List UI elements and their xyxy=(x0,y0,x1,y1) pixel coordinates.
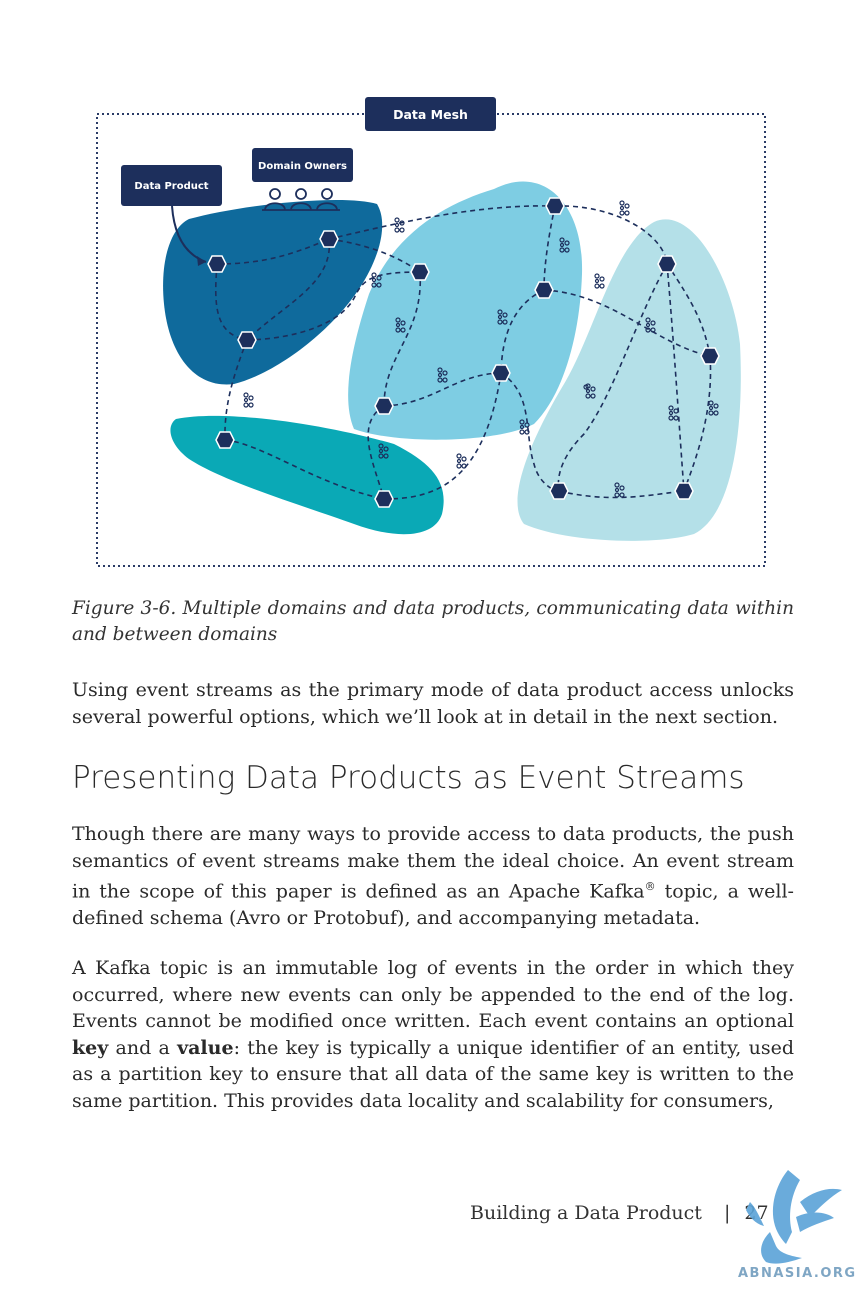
kafka-icon xyxy=(614,482,625,498)
node-10 xyxy=(374,397,394,415)
registered-mark: ® xyxy=(644,880,656,893)
kafka-icon xyxy=(378,443,389,459)
node-14 xyxy=(674,482,694,500)
node-6 xyxy=(534,281,554,299)
node-11 xyxy=(215,431,235,449)
node-13 xyxy=(549,482,569,500)
paragraph-intro: Using event streams as the primary mode … xyxy=(72,679,794,728)
kafka-icon xyxy=(243,392,254,408)
paragraph-event-stream-part2: topic, a well-defined schema (Avro or Pr… xyxy=(72,880,794,929)
node-2 xyxy=(319,230,339,248)
data-mesh-label-text: Data Mesh xyxy=(393,107,468,122)
domain-owners-label: Domain Owners xyxy=(252,148,353,182)
data-product-label: Data Product xyxy=(121,165,222,206)
kafka-icon xyxy=(583,384,589,390)
node-7 xyxy=(657,255,677,273)
footer-separator: | xyxy=(723,1202,731,1224)
term-key: key xyxy=(72,1036,109,1059)
footer-section-title: Building a Data Product xyxy=(470,1202,702,1224)
kafka-icon xyxy=(371,272,382,288)
paragraph-event-stream-part1: Though there are many ways to provide ac… xyxy=(72,823,794,903)
paragraph-kafka-topic: A Kafka topic is an immutable log of eve… xyxy=(72,955,794,1114)
griffin-logo xyxy=(746,1170,842,1264)
domain-owners-icon xyxy=(262,188,340,211)
node-1 xyxy=(207,255,227,273)
kafka-icon xyxy=(497,309,508,325)
paragraph-kafka-part1: A Kafka topic is an immutable log of eve… xyxy=(72,957,794,1032)
kafka-icon xyxy=(456,453,467,469)
node-5 xyxy=(545,197,565,215)
kafka-icon xyxy=(619,200,630,216)
pointer-arrowhead xyxy=(197,256,206,266)
node-4 xyxy=(410,263,430,281)
node-12 xyxy=(374,490,394,508)
domain-blob-teal xyxy=(170,415,444,535)
kafka-icon xyxy=(437,367,448,383)
domain-blob-light xyxy=(517,219,741,541)
kafka-icons xyxy=(243,200,719,498)
domain-owners-label-text: Domain Owners xyxy=(258,161,347,172)
paragraph-event-stream: Though there are many ways to provide ac… xyxy=(72,821,794,931)
kafka-icon xyxy=(708,400,719,416)
kafka-icon xyxy=(519,419,530,435)
watermark: ABNASIA.ORG xyxy=(738,1266,857,1281)
paragraph-kafka-part3: : the key is typically a unique identifi… xyxy=(72,1036,794,1112)
domain-blob-mid xyxy=(348,181,583,440)
kafka-icon xyxy=(395,317,406,333)
kafka-icon xyxy=(559,237,570,253)
kafka-icon xyxy=(394,217,405,233)
section-heading: Presenting Data Products as Event Stream… xyxy=(72,760,745,796)
kafka-icon xyxy=(645,317,656,333)
data-product-nodes xyxy=(207,197,720,508)
figure-caption: Figure 3-6. Multiple domains and data pr… xyxy=(72,598,794,645)
data-mesh-label: Data Mesh xyxy=(365,97,496,131)
node-8 xyxy=(700,347,720,365)
data-mesh-figure: Data Mesh xyxy=(94,94,768,570)
node-3 xyxy=(237,331,257,349)
term-value: value xyxy=(177,1036,234,1059)
paragraph-kafka-part2: and a xyxy=(108,1036,178,1059)
page-footer: Building a Data Product|27 xyxy=(470,1202,769,1224)
kafka-icon xyxy=(594,273,605,289)
domain-blob-dark xyxy=(163,199,383,385)
node-9 xyxy=(491,364,511,382)
kafka-icon xyxy=(585,383,596,399)
data-product-label-text: Data Product xyxy=(134,181,208,192)
kafka-icon xyxy=(668,405,679,421)
